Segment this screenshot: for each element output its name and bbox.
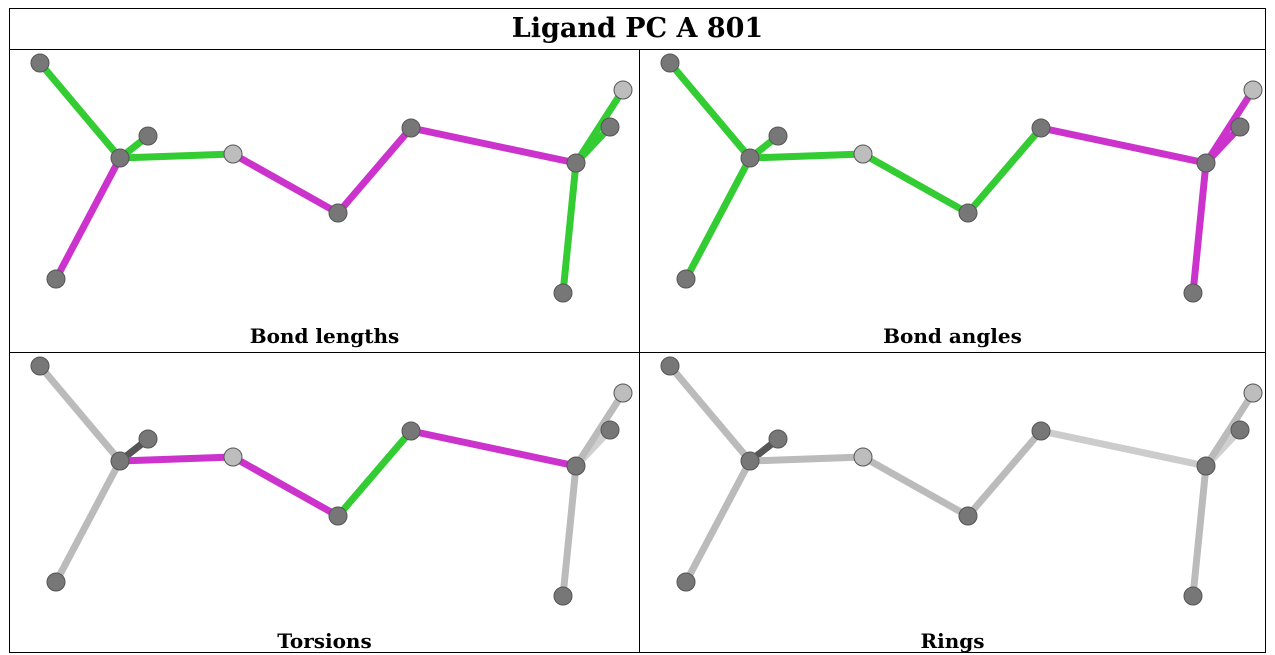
atom [1031,118,1051,138]
atom [600,117,620,137]
figure-frame: Ligand PC A 801 Bond lengths Bond angles… [9,8,1266,653]
bond [1037,427,1210,470]
atom [853,447,873,467]
bond [746,453,867,465]
atom [740,451,760,471]
bond [666,59,754,162]
molecule-view-bond-angles [660,53,1263,303]
bond [572,389,627,470]
panel-bond-angles: Bond angles [640,50,1265,352]
atom [660,356,680,376]
atom [1183,283,1203,303]
atom [553,283,573,303]
panel-torsions: Torsions [10,353,639,653]
atom [566,153,586,173]
atom [1230,117,1250,137]
atom [1243,80,1263,100]
atom [613,383,633,403]
atom [853,144,873,164]
atom [740,148,760,168]
atom [553,586,573,606]
atom [223,144,243,164]
panel-caption: Bond angles [883,324,1022,348]
bond [1202,86,1257,167]
atom [1230,420,1250,440]
panel-caption: Torsions [277,629,372,653]
bond [36,362,124,465]
bond [334,427,415,520]
bond [229,150,342,217]
atom [566,456,586,476]
atom [401,421,421,441]
atom [110,451,130,471]
atom [401,118,421,138]
atom [1243,383,1263,403]
atom [1196,456,1216,476]
atom [676,572,696,592]
atom [1031,421,1051,441]
row-divider [10,352,1265,353]
atom [676,269,696,289]
bond [1189,159,1210,297]
bond [116,453,237,465]
molecule-view-rings [660,356,1263,606]
panel-caption: Bond lengths [249,324,400,348]
atom [46,269,66,289]
bond [229,453,342,520]
panel-rings: Rings [640,353,1265,653]
bond [559,159,580,297]
atom [958,203,978,223]
bond [746,150,867,162]
atom [110,148,130,168]
molecule-view-bond-lengths [30,53,633,303]
figure-title: Ligand PC A 801 [511,13,764,44]
atom [46,572,66,592]
atom [768,429,788,449]
bond [36,59,124,162]
atom [958,506,978,526]
bond [1189,462,1210,600]
bond [1037,124,1210,167]
bond [964,124,1045,217]
atom [613,80,633,100]
atom [328,506,348,526]
column-divider [639,49,640,653]
atom [328,203,348,223]
bond [682,457,754,586]
atom [223,447,243,467]
atom [1196,153,1216,173]
bond [666,362,754,465]
bond [334,124,415,217]
bond [682,154,754,283]
bond [52,154,124,283]
bond [116,150,237,162]
panel-caption: Rings [920,629,985,653]
bond [407,427,580,470]
atom [600,420,620,440]
atom [30,356,50,376]
atom [768,126,788,146]
panel-bond-lengths: Bond lengths [10,50,639,352]
bond [964,427,1045,520]
atom [138,126,158,146]
atom [1183,586,1203,606]
bond [407,124,580,167]
molecule-view-torsions [30,356,633,606]
bond [572,86,627,167]
bond [859,150,972,217]
bond [559,462,580,600]
atom [30,53,50,73]
atom [138,429,158,449]
bond [859,453,972,520]
bond [52,457,124,586]
title-divider [10,49,1265,50]
atom [660,53,680,73]
bond [1202,389,1257,470]
